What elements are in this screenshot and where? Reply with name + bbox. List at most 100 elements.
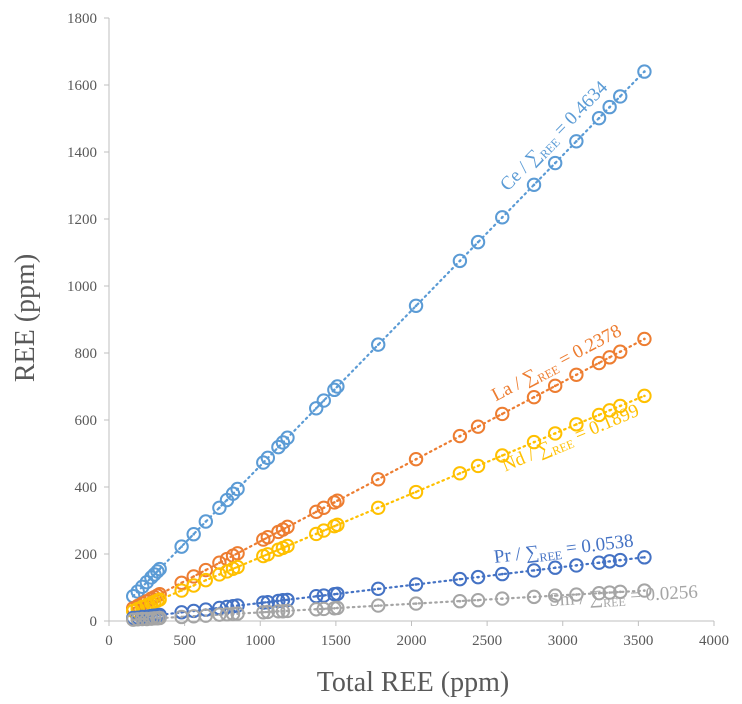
data-point-center [336, 523, 339, 527]
data-point-center [236, 487, 239, 491]
data-point [309, 401, 324, 416]
annotation-text: Sm / ∑ [549, 587, 604, 611]
data-point [602, 99, 617, 115]
data-point-center [575, 373, 578, 377]
y-tick-label: 400 [75, 480, 98, 496]
data-point-center [500, 216, 504, 219]
data-point [613, 584, 628, 600]
data-point [613, 89, 628, 104]
data-point-center [336, 592, 339, 596]
data-point-center [286, 436, 289, 440]
data-point-center [336, 606, 339, 610]
data-point-center [597, 361, 601, 365]
data-point [452, 594, 468, 609]
data-point-center [314, 406, 318, 410]
data-point [470, 593, 486, 608]
data-point [637, 583, 652, 598]
data-point [316, 601, 331, 617]
data-point-center [376, 477, 380, 481]
data-point [280, 430, 295, 445]
data-point [452, 571, 468, 587]
data-point-center [218, 506, 221, 510]
data-point [495, 210, 510, 225]
data-point-center [618, 404, 622, 408]
data-point [452, 428, 468, 444]
data-point [126, 612, 141, 627]
data-point-center [236, 552, 239, 555]
data-point [569, 417, 584, 432]
data-point-center [336, 385, 339, 388]
axes: 0 500 1000 1500 2000 2500 3000 3500 4000 0 200 400 6… [67, 11, 729, 649]
data-point-center [476, 425, 480, 429]
data-point [470, 569, 486, 585]
data-point-center [266, 610, 270, 614]
data-point [212, 500, 227, 515]
data-point [330, 379, 345, 394]
data-point-center [476, 464, 480, 468]
data-point-center [266, 535, 270, 539]
data-point-center [314, 510, 318, 514]
data-point-center [333, 592, 336, 596]
data-point [526, 390, 542, 405]
data-point [198, 562, 214, 578]
data-point-center [500, 454, 504, 457]
data-point [152, 561, 167, 577]
data-point-center [158, 598, 161, 601]
data-point-center [286, 598, 289, 602]
y-tick-label: 0 [90, 614, 98, 630]
data-point-center [333, 606, 336, 610]
data-point-center [192, 532, 195, 536]
data-point-center [376, 506, 380, 510]
data-point-center [266, 456, 270, 460]
data-point [135, 579, 150, 595]
data-point [569, 367, 584, 382]
data-point-center [414, 304, 418, 308]
data-point [408, 577, 424, 592]
data-point [526, 177, 542, 193]
data-point [309, 602, 324, 617]
data-point [371, 337, 386, 352]
data-point [547, 560, 563, 575]
y-axis-title: REE (ppm) [10, 254, 41, 382]
x-tick-label: 500 [173, 633, 196, 649]
data-point-center [414, 583, 418, 586]
data-point-center [608, 356, 611, 359]
data-point-center [458, 577, 462, 581]
data-point [130, 584, 145, 599]
data-point [225, 486, 241, 501]
annotation-value: = 0.0256 [625, 582, 699, 607]
data-point [526, 589, 542, 605]
data-point [230, 481, 245, 497]
data-point-center [158, 567, 161, 571]
data-point-center [414, 602, 418, 605]
data-point-center [192, 615, 195, 618]
data-point-center [218, 561, 221, 565]
data-point-center [597, 591, 601, 595]
data-point [470, 234, 486, 250]
data-point-center [500, 597, 504, 600]
data-point-center [286, 609, 289, 613]
data-point-center [333, 524, 336, 528]
data-point [271, 439, 286, 455]
data-point-center [225, 498, 229, 502]
data-point-center [458, 434, 462, 438]
data-point-center [553, 566, 557, 570]
data-point-center [236, 604, 239, 607]
data-point [569, 134, 584, 149]
data-point [256, 455, 271, 470]
data-point-center [643, 337, 646, 341]
data-point [150, 564, 165, 579]
data-point-center [156, 570, 159, 573]
data-point-center [532, 395, 536, 399]
data-point [547, 155, 563, 171]
y-tick-label: 600 [75, 413, 98, 429]
data-point-center [236, 612, 239, 615]
data-point-center [618, 558, 622, 562]
data-point [452, 466, 468, 481]
data-point [280, 538, 295, 554]
data-point [198, 572, 214, 588]
data-point-center [266, 553, 270, 556]
data-point-center [643, 556, 646, 559]
data-point [547, 588, 563, 603]
data-point-center [180, 615, 183, 619]
